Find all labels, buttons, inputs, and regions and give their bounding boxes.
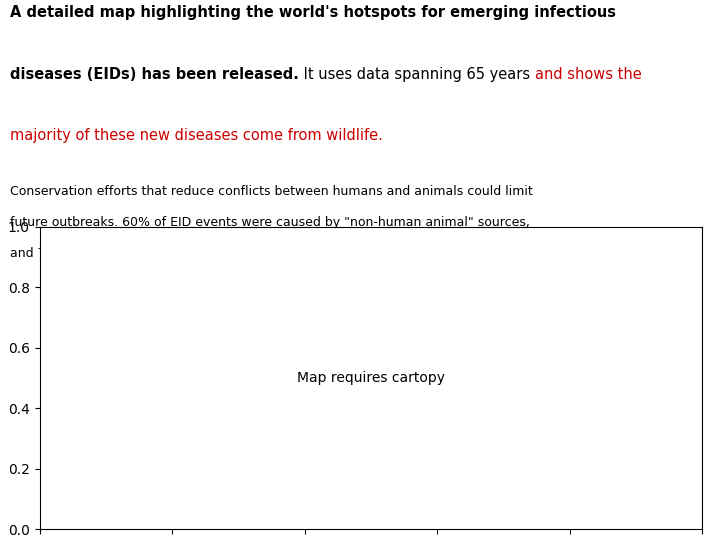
Text: Conservation efforts that reduce conflicts between humans and animals could limi: Conservation efforts that reduce conflic…: [10, 185, 533, 198]
Text: diseases (EIDs) has been released.: diseases (EIDs) has been released.: [10, 66, 299, 82]
Text: A detailed map highlighting the world's hotspots for emerging infectious: A detailed map highlighting the world's …: [10, 5, 616, 20]
Text: and 71% of these outbreaks were "caused by pathogens with a wildlife source".: and 71% of these outbreaks were "caused …: [10, 247, 512, 260]
Text: majority of these new diseases come from wildlife.: majority of these new diseases come from…: [10, 129, 383, 143]
Text: It uses data spanning 65 years: It uses data spanning 65 years: [299, 66, 535, 82]
Text: Map requires cartopy: Map requires cartopy: [297, 371, 445, 385]
Text: future outbreaks. 60% of EID events were caused by "non-human animal" sources,: future outbreaks. 60% of EID events were…: [10, 216, 530, 229]
Text: and shows the: and shows the: [535, 66, 642, 82]
